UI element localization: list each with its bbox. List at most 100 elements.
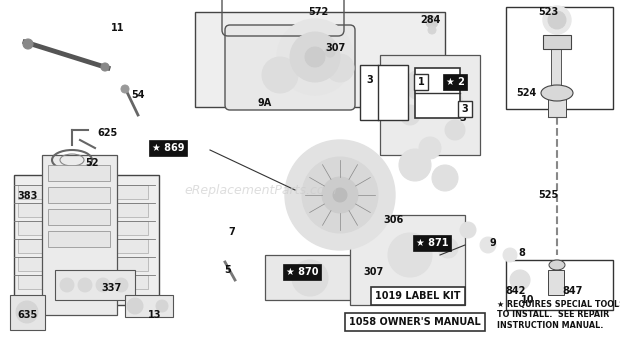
Circle shape xyxy=(438,88,462,112)
Text: 5: 5 xyxy=(224,265,231,275)
Bar xyxy=(125,295,173,317)
Text: 1: 1 xyxy=(418,77,424,87)
Text: 847: 847 xyxy=(563,286,583,296)
Circle shape xyxy=(445,120,465,140)
Bar xyxy=(265,255,355,300)
Text: 3: 3 xyxy=(366,75,373,85)
Circle shape xyxy=(333,188,347,202)
Text: ★ 869: ★ 869 xyxy=(152,143,184,153)
Circle shape xyxy=(23,39,33,49)
Text: eReplacementParts.com: eReplacementParts.com xyxy=(184,184,337,197)
Circle shape xyxy=(290,32,340,82)
Bar xyxy=(360,65,408,120)
Circle shape xyxy=(285,140,395,250)
Circle shape xyxy=(156,300,168,312)
Circle shape xyxy=(127,298,143,314)
Text: 625: 625 xyxy=(98,128,118,138)
Circle shape xyxy=(510,270,530,290)
Bar xyxy=(195,12,445,107)
Bar xyxy=(548,270,564,295)
FancyBboxPatch shape xyxy=(225,25,355,110)
Text: ★ 2: ★ 2 xyxy=(446,77,464,87)
Circle shape xyxy=(325,47,335,57)
Circle shape xyxy=(78,278,92,292)
Text: 10: 10 xyxy=(521,295,534,305)
Bar xyxy=(10,295,45,330)
Circle shape xyxy=(101,63,109,71)
Circle shape xyxy=(292,260,328,296)
Circle shape xyxy=(428,26,436,34)
Text: 842: 842 xyxy=(506,286,526,296)
Text: 54: 54 xyxy=(131,90,144,100)
Text: 306: 306 xyxy=(383,215,403,225)
Circle shape xyxy=(326,54,354,82)
Text: 8: 8 xyxy=(518,248,525,258)
Bar xyxy=(18,221,148,235)
Bar xyxy=(350,215,465,305)
Circle shape xyxy=(277,19,353,95)
Text: 3: 3 xyxy=(462,104,468,114)
Circle shape xyxy=(388,233,432,277)
Bar xyxy=(548,97,566,117)
Text: 337: 337 xyxy=(102,283,122,293)
Bar xyxy=(380,55,480,155)
Text: 9: 9 xyxy=(490,238,497,248)
Bar xyxy=(18,239,148,253)
Bar xyxy=(48,209,110,225)
Bar xyxy=(551,49,561,104)
Bar xyxy=(48,165,110,181)
Text: 11: 11 xyxy=(111,23,125,33)
Text: 307: 307 xyxy=(364,267,384,277)
Ellipse shape xyxy=(549,260,565,270)
FancyBboxPatch shape xyxy=(153,88,492,342)
Bar xyxy=(18,185,148,199)
Bar xyxy=(48,187,110,203)
Circle shape xyxy=(400,105,420,125)
Bar xyxy=(55,270,135,300)
Text: 524: 524 xyxy=(516,88,536,98)
Bar xyxy=(543,35,571,49)
Text: 525: 525 xyxy=(538,190,558,200)
Bar xyxy=(165,110,485,305)
Text: 52: 52 xyxy=(86,158,99,168)
Text: 1058 OWNER'S MANUAL: 1058 OWNER'S MANUAL xyxy=(349,317,481,327)
Circle shape xyxy=(419,137,441,159)
Text: 9A: 9A xyxy=(258,98,272,108)
Bar xyxy=(18,203,148,217)
Bar xyxy=(18,275,148,289)
Text: ★ 870: ★ 870 xyxy=(286,267,318,277)
Bar xyxy=(14,175,159,305)
Text: 635: 635 xyxy=(18,310,38,320)
Circle shape xyxy=(503,248,517,262)
Circle shape xyxy=(262,57,298,93)
Bar xyxy=(42,155,117,315)
Text: 383: 383 xyxy=(18,191,38,201)
Text: 3: 3 xyxy=(459,113,466,123)
Text: 7: 7 xyxy=(229,227,236,237)
Circle shape xyxy=(460,222,476,238)
Circle shape xyxy=(322,177,358,213)
Circle shape xyxy=(121,85,129,93)
Bar xyxy=(48,231,110,247)
Text: 1019 LABEL KIT: 1019 LABEL KIT xyxy=(375,291,461,301)
Circle shape xyxy=(543,6,571,34)
Circle shape xyxy=(305,47,325,67)
Bar xyxy=(415,68,460,118)
Circle shape xyxy=(432,165,458,191)
Circle shape xyxy=(60,278,74,292)
Circle shape xyxy=(114,278,128,292)
Circle shape xyxy=(405,70,435,100)
Text: 307: 307 xyxy=(325,43,345,53)
Bar xyxy=(506,7,613,109)
Bar xyxy=(18,257,148,271)
Text: 13: 13 xyxy=(148,310,162,320)
Text: ★ REQUIRES SPECIAL TOOLS
TO INSTALL.  SEE REPAIR
INSTRUCTION MANUAL.: ★ REQUIRES SPECIAL TOOLS TO INSTALL. SEE… xyxy=(497,300,620,330)
Circle shape xyxy=(399,149,431,181)
Circle shape xyxy=(426,16,438,28)
Text: 523: 523 xyxy=(538,7,558,17)
Text: ★ 871: ★ 871 xyxy=(416,238,448,248)
Text: 572: 572 xyxy=(308,7,328,17)
Circle shape xyxy=(548,11,566,29)
Circle shape xyxy=(16,301,38,323)
Circle shape xyxy=(302,157,378,233)
